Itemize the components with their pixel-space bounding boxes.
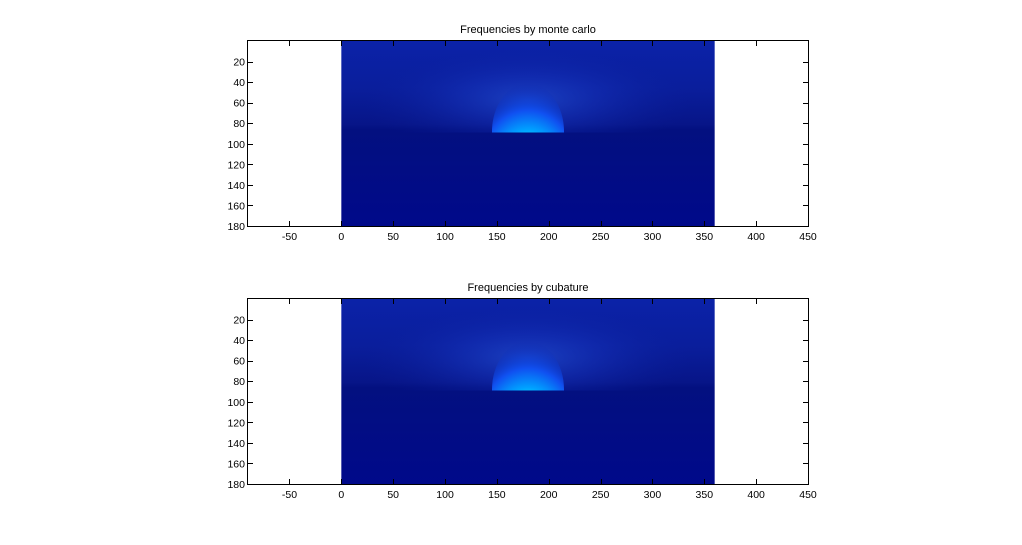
chart-title: Frequencies by cubature	[467, 282, 588, 294]
axes-frame	[247, 298, 809, 485]
y-tick-label: 20	[233, 57, 245, 69]
x-tick-label: 450	[799, 231, 817, 243]
heatmap-area	[341, 41, 715, 226]
axes-cubature: Frequencies by cubature -50 0 50 100 150 200 2…	[227, 282, 816, 501]
axes-monte-carlo: Frequencies by monte carlo -50 0 50 100 150 2…	[227, 24, 816, 243]
x-tick-label: 0	[338, 231, 344, 243]
y-tick-label: 140	[227, 438, 245, 450]
y-tick-label: 180	[227, 221, 245, 233]
x-tick-label: 300	[644, 231, 662, 243]
x-tick-label: 0	[338, 489, 344, 501]
y-tick-label: 40	[233, 77, 245, 89]
x-tick-label: 400	[747, 231, 765, 243]
x-axis: -50 0 50 100 150 200 250 300 350 400 450	[282, 41, 817, 243]
y-tick-label: 80	[233, 376, 245, 388]
x-tick-label: 50	[387, 489, 399, 501]
chart-title: Frequencies by monte carlo	[460, 24, 596, 36]
axes-frame	[247, 40, 809, 227]
y-tick-label: 100	[227, 139, 245, 151]
y-axis: 20 40 60 80 100 120 140 160 180	[227, 57, 808, 233]
y-tick-label: 40	[233, 335, 245, 347]
x-tick-label: -50	[282, 489, 297, 501]
y-tick-label: 160	[227, 200, 245, 212]
heatmap-area	[341, 299, 715, 484]
x-tick-label: 150	[488, 231, 506, 243]
x-tick-label: 250	[592, 231, 610, 243]
y-tick-label: 20	[233, 315, 245, 327]
x-tick-label: 450	[799, 489, 817, 501]
y-tick-label: 120	[227, 159, 245, 171]
x-tick-label: 100	[436, 489, 454, 501]
x-tick-label: 50	[387, 231, 399, 243]
x-tick-label: 200	[540, 489, 558, 501]
x-tick-label: 300	[644, 489, 662, 501]
y-tick-label: 100	[227, 397, 245, 409]
x-tick-label: 350	[696, 489, 714, 501]
x-tick-label: 400	[747, 489, 765, 501]
x-tick-label: 150	[488, 489, 506, 501]
x-tick-label: 100	[436, 231, 454, 243]
y-tick-label: 160	[227, 458, 245, 470]
y-tick-label: 140	[227, 180, 245, 192]
x-tick-label: 200	[540, 231, 558, 243]
y-tick-label: 80	[233, 118, 245, 130]
x-tick-label: 350	[696, 231, 714, 243]
y-tick-label: 60	[233, 98, 245, 110]
y-tick-label: 120	[227, 417, 245, 429]
x-axis: -50 0 50 100 150 200 250 300 350 400 450	[282, 299, 817, 501]
y-tick-label: 60	[233, 356, 245, 368]
heatmap-peak	[492, 341, 564, 391]
heatmap-peak	[492, 83, 564, 133]
x-tick-label: 250	[592, 489, 610, 501]
y-axis: 20 40 60 80 100 120 140 160 180	[227, 315, 808, 491]
y-tick-label: 180	[227, 479, 245, 491]
x-tick-label: -50	[282, 231, 297, 243]
